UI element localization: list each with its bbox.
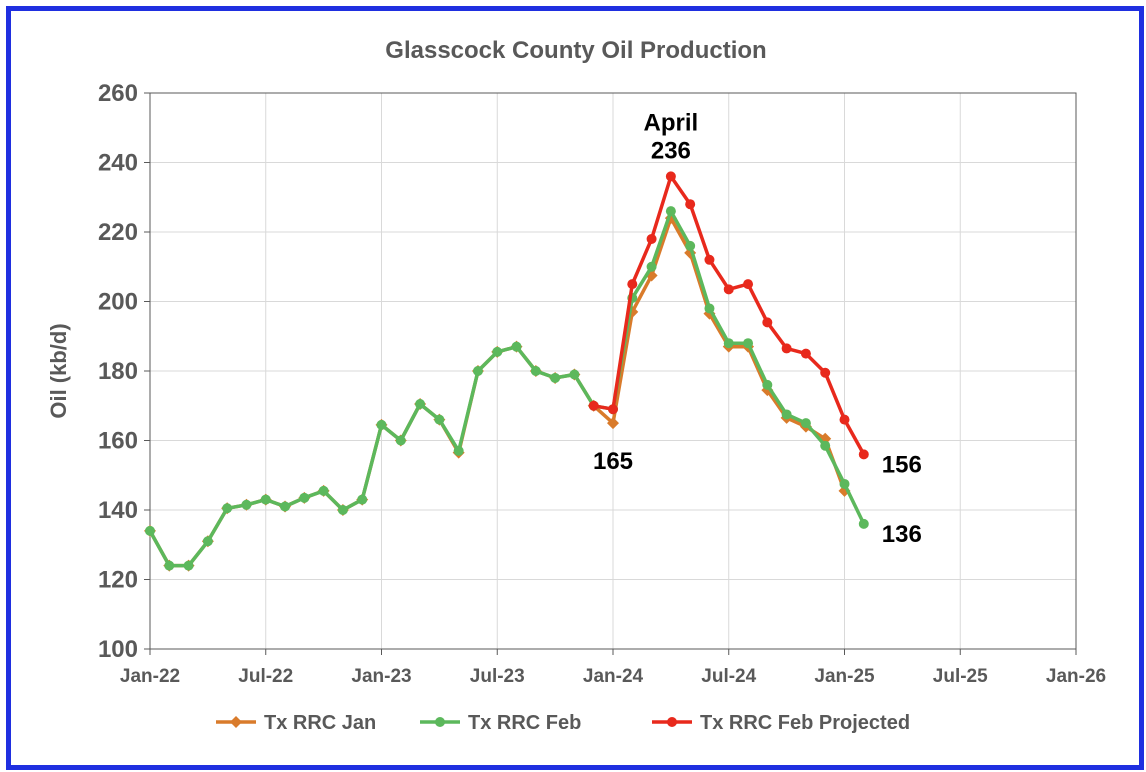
data-point: [607, 417, 619, 430]
data-point: [627, 279, 638, 290]
data-point: [337, 505, 348, 515]
series-2: [145, 206, 869, 571]
data-point: [800, 348, 811, 359]
data-point: [550, 372, 561, 383]
data-point: [839, 478, 850, 489]
x-tick-label: Jan-23: [351, 666, 411, 687]
legend-item: Tx RRC Feb Projected: [652, 712, 910, 734]
y-tick-label: 260: [98, 80, 138, 107]
x-tick-label: Jul-25: [933, 666, 988, 687]
y-tick-label: 240: [98, 150, 138, 177]
annotation-label: 156: [882, 451, 922, 478]
y-tick-label: 220: [98, 219, 138, 246]
data-point: [743, 279, 754, 290]
legend-marker: [435, 717, 445, 727]
data-point: [434, 414, 445, 425]
y-axis-label: Oil (kb/d): [46, 323, 71, 418]
legend-item: Tx RRC Jan: [216, 712, 376, 734]
data-point: [395, 435, 406, 446]
x-tick-label: Jan-25: [814, 666, 875, 687]
data-point: [685, 240, 696, 251]
y-tick-label: 160: [98, 428, 138, 455]
data-point: [415, 399, 426, 410]
x-tick-label: Jul-23: [470, 666, 525, 687]
x-axis: Jan-22 Jul-22 Jan-23 Jul-23 Jan-24 Jul-24 Jan-…: [120, 649, 1106, 687]
y-tick-label: 100: [98, 636, 138, 663]
data-point: [145, 525, 155, 536]
data-point: [743, 338, 754, 349]
series: [144, 171, 869, 572]
data-point: [665, 206, 676, 217]
annotation-label: 165: [593, 448, 633, 475]
x-tick-label: Jan-24: [583, 666, 644, 687]
data-point: [492, 346, 503, 357]
y-tick-label: 140: [98, 497, 138, 524]
data-point: [723, 338, 734, 349]
data-point: [704, 303, 715, 314]
data-point: [202, 536, 213, 547]
chart-title: Glasscock County Oil Production: [385, 37, 766, 64]
legend-item: Tx RRC Feb: [420, 712, 581, 734]
annotation-label: 136: [882, 521, 922, 548]
x-tick-label: Jul-22: [238, 666, 293, 687]
y-axis: 100 120 140 160 180 200 220 240 260: [98, 80, 150, 663]
y-tick-label: 200: [98, 289, 138, 316]
data-point: [376, 419, 387, 430]
legend-label: Tx RRC Jan: [264, 712, 376, 734]
x-tick-label: Jan-22: [120, 666, 180, 687]
x-tick-label: Jul-24: [701, 666, 756, 687]
data-point: [241, 499, 252, 510]
data-point: [858, 518, 869, 529]
legend-marker: [667, 717, 677, 727]
data-point: [762, 379, 773, 390]
data-point: [318, 485, 329, 496]
chart-border: [6, 6, 1144, 770]
series-line: [148, 209, 866, 568]
data-point: [453, 445, 464, 456]
data-point: [781, 343, 792, 354]
data-point: [858, 449, 869, 460]
data-point: [646, 261, 657, 272]
data-point: [704, 254, 715, 265]
y-tick-label: 180: [98, 358, 138, 385]
data-point: [646, 233, 657, 244]
grid: [149, 92, 1077, 650]
data-point: [762, 317, 773, 328]
data-point: [800, 418, 811, 429]
legend: Tx RRC Jan Tx RRC Feb Tx RRC Feb Projected: [216, 712, 910, 734]
legend-label: Tx RRC Feb: [468, 712, 581, 734]
data-point: [511, 341, 522, 352]
data-point: [588, 400, 599, 411]
data-point: [357, 494, 368, 505]
data-point: [280, 501, 291, 512]
annotation-label: 236: [651, 137, 691, 164]
data-point: [222, 503, 233, 514]
legend-label: Tx RRC Feb Projected: [700, 712, 910, 734]
annotation-label: April: [644, 109, 699, 136]
data-point: [164, 560, 175, 571]
data-point: [685, 199, 696, 210]
data-point: [569, 369, 580, 380]
x-tick-label: Jan-26: [1046, 666, 1106, 687]
series-3: [588, 171, 869, 460]
data-point: [665, 171, 676, 182]
data-point: [723, 284, 734, 295]
data-point: [299, 492, 310, 503]
data-point: [781, 409, 792, 420]
y-tick-label: 120: [98, 567, 138, 594]
data-point: [820, 367, 831, 378]
data-point: [839, 414, 850, 425]
data-point: [530, 366, 541, 376]
data-point: [183, 560, 194, 571]
data-point: [472, 366, 483, 376]
legend-marker: [230, 716, 242, 728]
data-point: [820, 440, 831, 451]
data-point: [260, 494, 271, 505]
data-point: [608, 404, 618, 415]
